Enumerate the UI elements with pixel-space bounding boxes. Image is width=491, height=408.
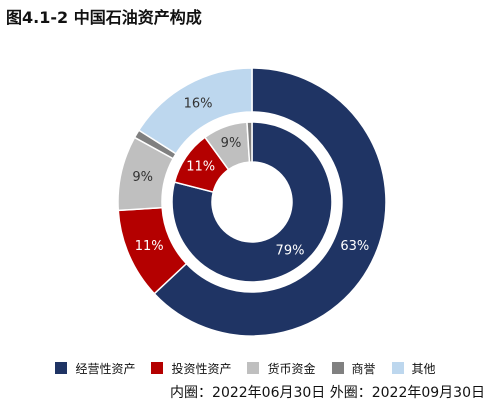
legend-label-monetary-funds: 货币资金 bbox=[267, 361, 316, 376]
outer-label-investment-assets: 11% bbox=[135, 239, 164, 254]
outer-label-other: 16% bbox=[184, 96, 213, 111]
data-labels: 79% 11% 9% 63% 11% 9% 16% bbox=[132, 96, 369, 258]
legend-item-monetary-funds: 货币资金 bbox=[247, 360, 316, 377]
legend-label-investment-assets: 投资性资产 bbox=[171, 361, 232, 376]
outer-label-monetary-funds: 9% bbox=[132, 170, 153, 185]
legend-item-operating-assets: 经营性资产 bbox=[55, 360, 135, 377]
outer-slice-operating-assets bbox=[153, 67, 387, 337]
chart-title: 图4.1-2 中国石油资产构成 bbox=[6, 8, 202, 27]
inner-label-operating-assets: 79% bbox=[276, 243, 305, 258]
legend-swatch-operating-assets bbox=[55, 362, 68, 374]
inner-slice-operating-assets bbox=[171, 121, 333, 283]
inner-label-investment-assets: 11% bbox=[186, 160, 215, 175]
outer-slice-other bbox=[137, 67, 253, 155]
legend-swatch-other bbox=[391, 362, 404, 374]
legend: 经营性资产 投资性资产 货币资金 商誉 其他 bbox=[0, 358, 491, 378]
legend-item-investment-assets: 投资性资产 bbox=[151, 360, 231, 377]
legend-swatch-goodwill bbox=[331, 362, 344, 374]
legend-item-goodwill: 商誉 bbox=[331, 360, 376, 377]
inner-label-monetary-funds: 9% bbox=[221, 136, 242, 151]
legend-swatch-monetary-funds bbox=[247, 362, 260, 374]
legend-label-goodwill: 商誉 bbox=[351, 361, 376, 376]
legend-label-operating-assets: 经营性资产 bbox=[75, 361, 136, 376]
outer-ring bbox=[117, 67, 387, 337]
inner-slice-goodwill bbox=[246, 121, 253, 163]
legend-item-other: 其他 bbox=[391, 360, 436, 377]
legend-label-other: 其他 bbox=[411, 361, 436, 376]
legend-swatch-investment-assets bbox=[151, 362, 164, 374]
chart-caption: 内圈：2022年06月30日 外圈：2022年09月30日 bbox=[170, 385, 485, 401]
outer-label-operating-assets: 63% bbox=[340, 239, 369, 254]
inner-ring bbox=[171, 121, 333, 283]
